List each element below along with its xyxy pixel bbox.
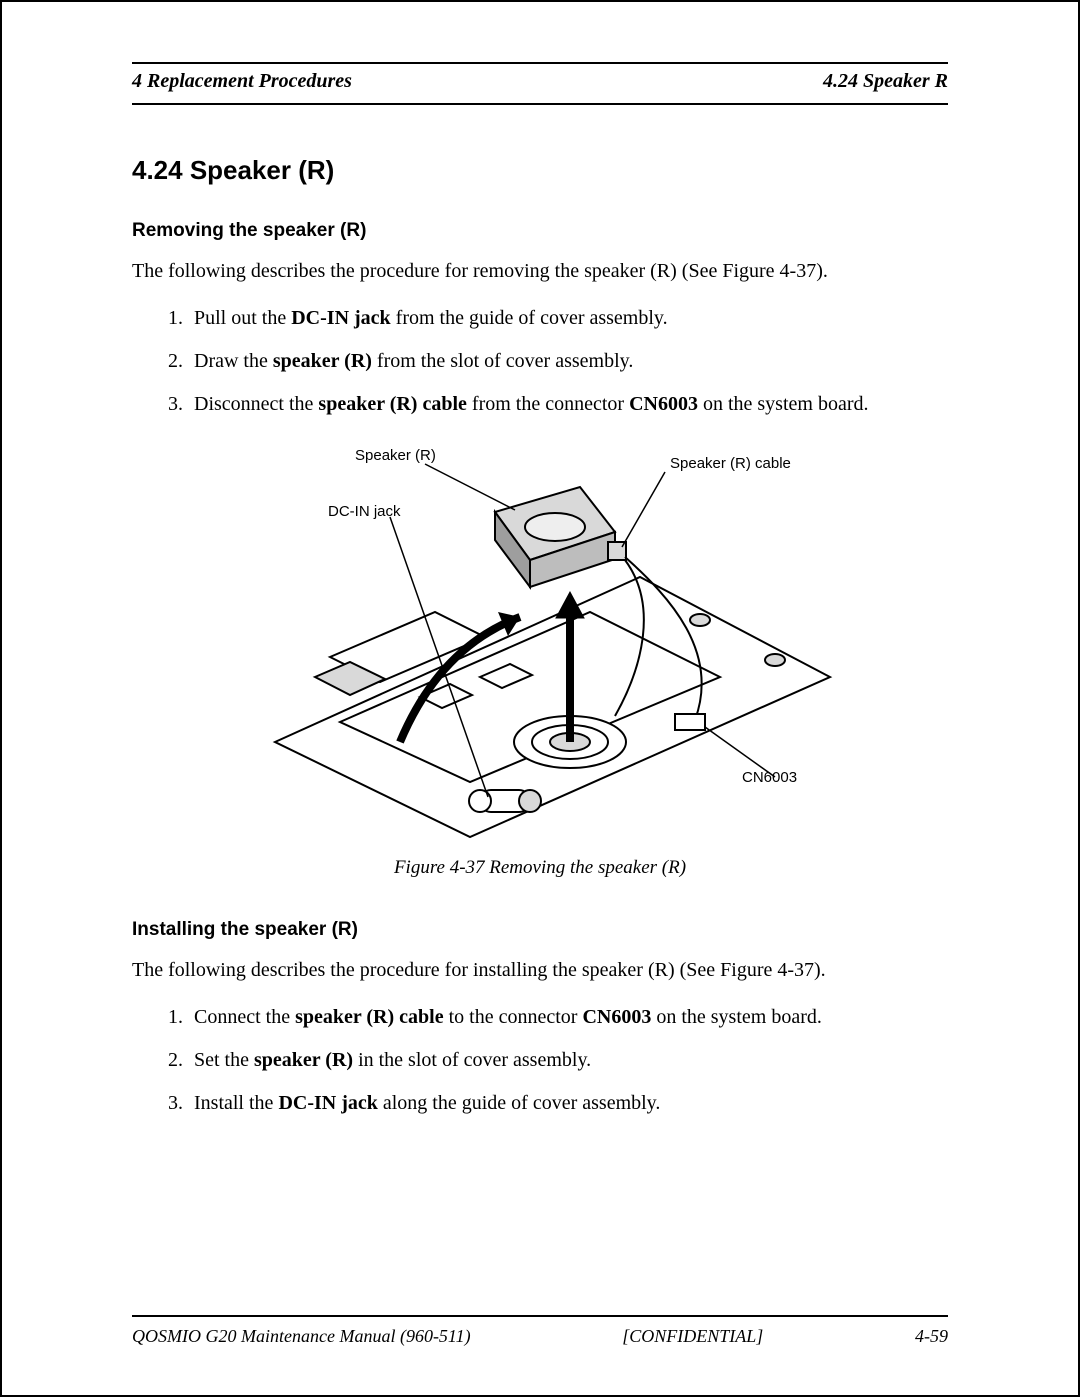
installing-step-2: Set the speaker (R) in the slot of cover… <box>188 1045 948 1076</box>
bold: speaker (R) <box>273 350 372 372</box>
removing-steps: Pull out the DC-IN jack from the guide o… <box>132 303 948 420</box>
footer-center: [CONFIDENTIAL] <box>622 1326 763 1347</box>
removing-step-2: Draw the speaker (R) from the slot of co… <box>188 346 948 377</box>
footer-right: 4-59 <box>915 1326 948 1347</box>
text: from the connector <box>467 393 629 415</box>
removing-step-1: Pull out the DC-IN jack from the guide o… <box>188 303 948 334</box>
text: Disconnect the <box>194 393 318 415</box>
text: on the system board. <box>651 1006 822 1028</box>
bold: speaker (R) <box>254 1049 353 1071</box>
text: from the guide of cover assembly. <box>391 307 668 329</box>
footer-left: QOSMIO G20 Maintenance Manual (960-511) <box>132 1326 471 1347</box>
label-connector: CN6003 <box>742 769 797 786</box>
section-title: 4.24 Speaker (R) <box>132 155 948 186</box>
text: Connect the <box>194 1006 295 1028</box>
installing-heading: Installing the speaker (R) <box>132 919 948 941</box>
text: to the connector <box>444 1006 583 1028</box>
header-right: 4.24 Speaker R <box>823 70 948 93</box>
bold: CN6003 <box>629 393 698 415</box>
label-dcin: DC-IN jack <box>328 503 401 520</box>
footer-rule <box>132 1315 948 1317</box>
speaker-removal-diagram: Speaker (R) Speaker (R) cable DC-IN jack… <box>220 442 860 842</box>
text: in the slot of cover assembly. <box>353 1049 591 1071</box>
text: Draw the <box>194 350 273 372</box>
installing-steps: Connect the speaker (R) cable to the con… <box>132 1002 948 1119</box>
text: on the system board. <box>698 393 869 415</box>
text: from the slot of cover assembly. <box>372 350 633 372</box>
header-left: 4 Replacement Procedures <box>132 70 352 93</box>
removing-heading: Removing the speaker (R) <box>132 220 948 242</box>
bold: speaker (R) cable <box>295 1006 444 1028</box>
running-footer: QOSMIO G20 Maintenance Manual (960-511) … <box>132 1326 948 1347</box>
bold: DC-IN jack <box>291 307 390 329</box>
figure-caption: Figure 4-37 Removing the speaker (R) <box>132 857 948 879</box>
removing-step-3: Disconnect the speaker (R) cable from th… <box>188 389 948 420</box>
label-speaker: Speaker (R) <box>355 447 436 464</box>
text: Pull out the <box>194 307 291 329</box>
text: Set the <box>194 1049 254 1071</box>
text: along the guide of cover assembly. <box>378 1092 661 1114</box>
header-underline <box>132 103 948 105</box>
header-top-rule <box>132 62 948 64</box>
installing-intro: The following describes the procedure fo… <box>132 957 948 984</box>
bold: speaker (R) cable <box>318 393 467 415</box>
page: 4 Replacement Procedures 4.24 Speaker R … <box>0 0 1080 1397</box>
running-header: 4 Replacement Procedures 4.24 Speaker R <box>132 70 948 93</box>
label-cable: Speaker (R) cable <box>670 455 791 472</box>
figure-4-37: Speaker (R) Speaker (R) cable DC-IN jack… <box>132 442 948 847</box>
bold: DC-IN jack <box>278 1092 377 1114</box>
installing-step-3: Install the DC-IN jack along the guide o… <box>188 1088 948 1119</box>
text: Install the <box>194 1092 278 1114</box>
installing-step-1: Connect the speaker (R) cable to the con… <box>188 1002 948 1033</box>
removing-intro: The following describes the procedure fo… <box>132 258 948 285</box>
bold: CN6003 <box>582 1006 651 1028</box>
